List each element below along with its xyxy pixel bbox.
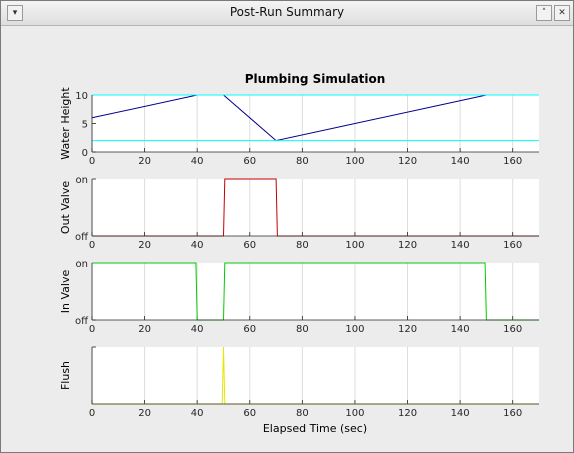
series-line-1 [92,262,539,321]
x-tick-label: 160 [503,156,522,167]
title-bar[interactable]: ▾ Post-Run Summary ˄ ✕ [1,1,573,26]
x-tick-label: 60 [243,408,256,419]
x-tick-label: 100 [345,324,364,335]
axes-background [92,95,539,152]
x-tick-label: 140 [451,324,470,335]
y-tick-label: on [76,175,88,186]
x-tick-label: 60 [243,156,256,167]
x-tick-label: 20 [138,408,151,419]
x-tick-label: 140 [451,408,470,419]
y-tick-label: off [75,316,89,327]
y-tick-label: 5 [82,120,88,131]
x-tick-label: 140 [451,156,470,167]
window-title: Post-Run Summary [229,5,345,19]
x-tick-label: 100 [345,240,364,251]
subplot-3: 0 20 40 60 80 100 120 140 160 off on In Valve [59,259,539,335]
x-tick-label: 60 [243,324,256,335]
x-tick-label: 120 [398,324,417,335]
y-axis-label: Water Height [59,87,72,160]
y-tick-label: 10 [75,91,88,102]
y-tick-label: 0 [82,148,88,159]
y-axis-label: In Valve [59,270,72,314]
figure-title: Plumbing Simulation [245,72,386,86]
axes-background [92,179,539,236]
x-tick-label: 20 [138,156,151,167]
y-axis-label: Out Valve [59,181,72,234]
x-tick-label: 80 [296,324,309,335]
x-axis-label: Elapsed Time (sec) [263,422,367,435]
x-tick-label: 0 [89,408,95,419]
y-tick-label: on [76,259,88,270]
x-tick-label: 160 [503,240,522,251]
x-tick-label: 0 [89,324,95,335]
x-tick-label: 40 [191,408,204,419]
x-tick-label: 160 [503,324,522,335]
x-tick-label: 80 [296,408,309,419]
x-tick-label: 40 [191,240,204,251]
axes-background [92,347,539,404]
x-tick-label: 120 [398,240,417,251]
y-axis-label: Flush [59,361,72,390]
subplot-2: 0 20 40 60 80 100 120 140 160 off on Out Valve [59,175,539,251]
x-tick-label: 0 [89,156,95,167]
x-tick-label: 120 [398,408,417,419]
y-tick-label: off [75,232,89,243]
window-menu-button[interactable]: ▾ [7,5,23,21]
x-tick-label: 20 [138,324,151,335]
x-tick-label: 0 [89,240,95,251]
x-tick-label: 40 [191,324,204,335]
close-icon: ✕ [558,8,566,18]
x-tick-label: 80 [296,156,309,167]
x-tick-label: 100 [345,408,364,419]
close-button[interactable]: ✕ [554,5,570,21]
shade-button[interactable]: ˄ [536,5,552,21]
x-tick-label: 40 [191,156,204,167]
figure-canvas: 0 20 40 60 80 100 120 140 160 0 5 10 Water Height 0 20… [7,26,567,446]
axes-background [92,263,539,320]
chevron-up-icon: ˄ [541,8,547,18]
x-tick-label: 80 [296,240,309,251]
x-tick-label: 160 [503,408,522,419]
x-tick-label: 20 [138,240,151,251]
down-arrow-icon: ▾ [12,8,18,18]
x-tick-label: 140 [451,240,470,251]
x-tick-label: 100 [345,156,364,167]
subplot-4: 0 20 40 60 80 100 120 140 160 Flush [59,346,539,419]
x-tick-label: 60 [243,240,256,251]
x-tick-label: 120 [398,156,417,167]
